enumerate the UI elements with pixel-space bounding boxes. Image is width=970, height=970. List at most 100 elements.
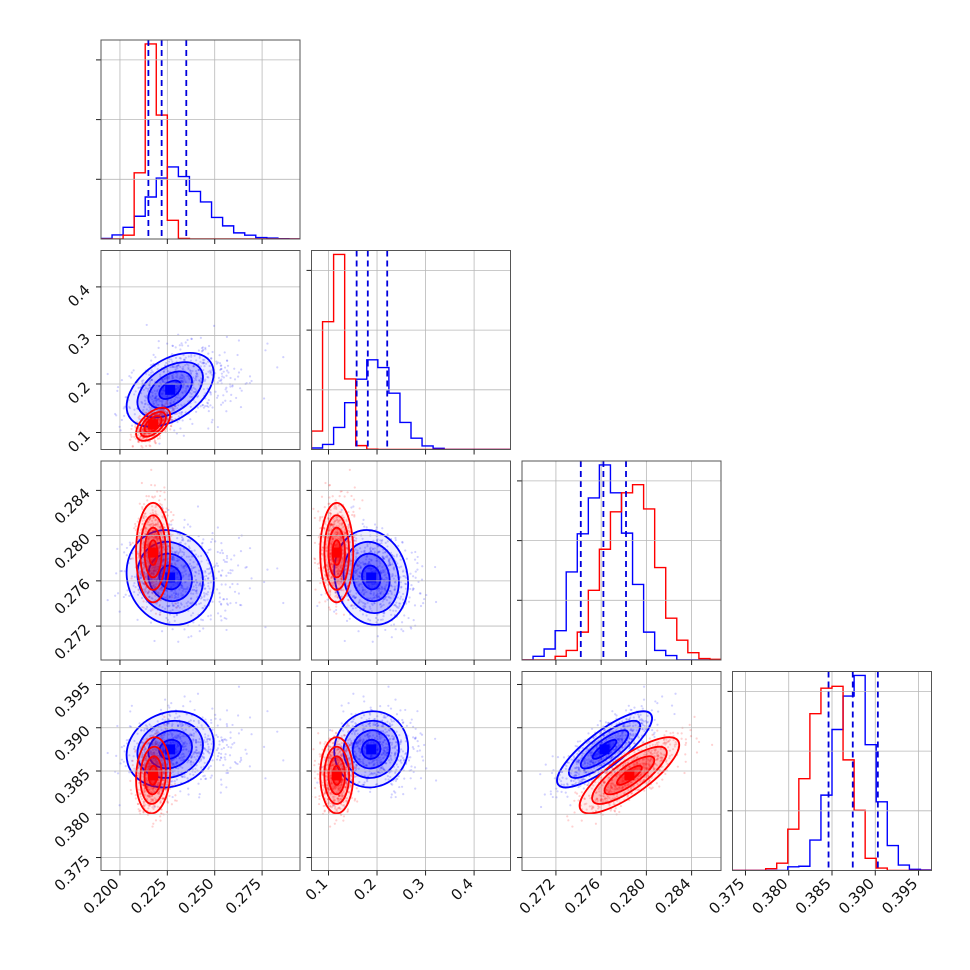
scatter-point xyxy=(154,524,157,527)
scatter-point xyxy=(150,569,153,572)
scatter-point xyxy=(151,407,154,410)
scatter-point xyxy=(237,732,241,735)
scatter-point xyxy=(349,604,352,607)
scatter-point xyxy=(381,555,384,558)
scatter-point xyxy=(146,591,149,595)
scatter-point xyxy=(358,572,362,575)
scatter-point xyxy=(244,566,247,569)
scatter-point xyxy=(393,594,396,597)
scatter-point xyxy=(177,364,180,367)
scatter-point xyxy=(399,558,402,561)
scatter-point xyxy=(136,550,139,553)
scatter-point xyxy=(342,516,346,519)
scatter-point xyxy=(151,597,154,600)
scatter-point xyxy=(282,356,285,359)
scatter-point xyxy=(187,555,191,558)
scatter-point xyxy=(128,594,131,597)
scatter-point xyxy=(150,572,153,575)
scatter-point xyxy=(209,548,212,551)
y-tick-label: 0.272 xyxy=(51,620,94,663)
scatter-point xyxy=(177,593,180,597)
scatter-point xyxy=(159,502,162,505)
scatter-point xyxy=(340,577,343,581)
scatter-point xyxy=(334,565,338,568)
scatter-point xyxy=(187,720,191,723)
scatter-point xyxy=(165,367,168,370)
scatter-point xyxy=(219,778,223,781)
scatter-point xyxy=(175,614,178,617)
scatter-point xyxy=(176,605,179,608)
scatter-point xyxy=(230,558,233,561)
scatter-point xyxy=(355,592,358,595)
scatter-point xyxy=(151,581,154,584)
scatter-point xyxy=(199,381,202,384)
scatter-point xyxy=(148,517,152,520)
scatter-point xyxy=(383,587,387,591)
scatter-point xyxy=(419,592,422,595)
scatter-point xyxy=(305,520,307,522)
scatter-point xyxy=(412,619,415,622)
scatter-point xyxy=(210,718,213,722)
scatter-point xyxy=(340,561,343,564)
scatter-point xyxy=(123,405,126,408)
scatter-point xyxy=(192,585,195,588)
scatter-point xyxy=(369,550,372,553)
scatter-point xyxy=(156,389,159,392)
scatter-point xyxy=(231,723,234,727)
scatter-point xyxy=(330,523,333,526)
scatter-point xyxy=(157,520,160,524)
scatter-point xyxy=(153,586,156,590)
scatter-point xyxy=(158,525,162,529)
scatter-point xyxy=(319,516,322,519)
scatter-point xyxy=(147,763,150,766)
scatter-point xyxy=(156,398,159,401)
scatter-point xyxy=(328,526,331,529)
scatter-point xyxy=(190,763,193,766)
contour-ring xyxy=(147,552,193,603)
scatter-point xyxy=(401,598,405,601)
scatter-point xyxy=(230,746,233,749)
scatter-point xyxy=(166,514,169,517)
scatter-point xyxy=(389,597,392,600)
scatter-point xyxy=(197,569,201,572)
scatter-point xyxy=(221,739,224,742)
scatter-point xyxy=(335,518,338,521)
scatter-point xyxy=(164,510,168,513)
scatter-point xyxy=(182,575,185,578)
scatter-point xyxy=(376,545,380,548)
scatter-point xyxy=(367,562,370,565)
scatter-point xyxy=(161,536,164,539)
scatter-point xyxy=(412,575,415,578)
scatter-point xyxy=(202,368,205,372)
scatter-point xyxy=(343,495,346,498)
scatter-point xyxy=(140,596,144,600)
scatter-point xyxy=(162,736,165,739)
scatter-point xyxy=(324,600,327,603)
scatter-point xyxy=(165,361,168,365)
scatter-point xyxy=(182,753,185,756)
scatter-point xyxy=(360,600,363,603)
scatter-point xyxy=(225,335,229,338)
scatter-point xyxy=(189,369,192,372)
panel-1-1 xyxy=(306,250,511,455)
scatter-point xyxy=(365,555,368,558)
scatter-point xyxy=(353,594,356,597)
scatter-point xyxy=(266,710,269,713)
scatter-point xyxy=(199,360,202,363)
scatter-point xyxy=(387,592,390,595)
scatter-point xyxy=(380,539,383,543)
contour-ring xyxy=(327,526,346,579)
scatter-point xyxy=(158,413,161,416)
scatter-point xyxy=(120,569,124,573)
scatter-point xyxy=(385,554,389,557)
scatter-point xyxy=(178,757,181,760)
scatter-point xyxy=(149,408,152,411)
scatter-point xyxy=(182,434,185,437)
scatter-point xyxy=(207,399,210,402)
scatter-point xyxy=(330,540,333,543)
scatter-point xyxy=(264,349,267,352)
scatter-point xyxy=(203,604,206,607)
scatter-point xyxy=(159,611,162,614)
scatter-point xyxy=(422,601,425,605)
scatter-point xyxy=(128,405,131,408)
